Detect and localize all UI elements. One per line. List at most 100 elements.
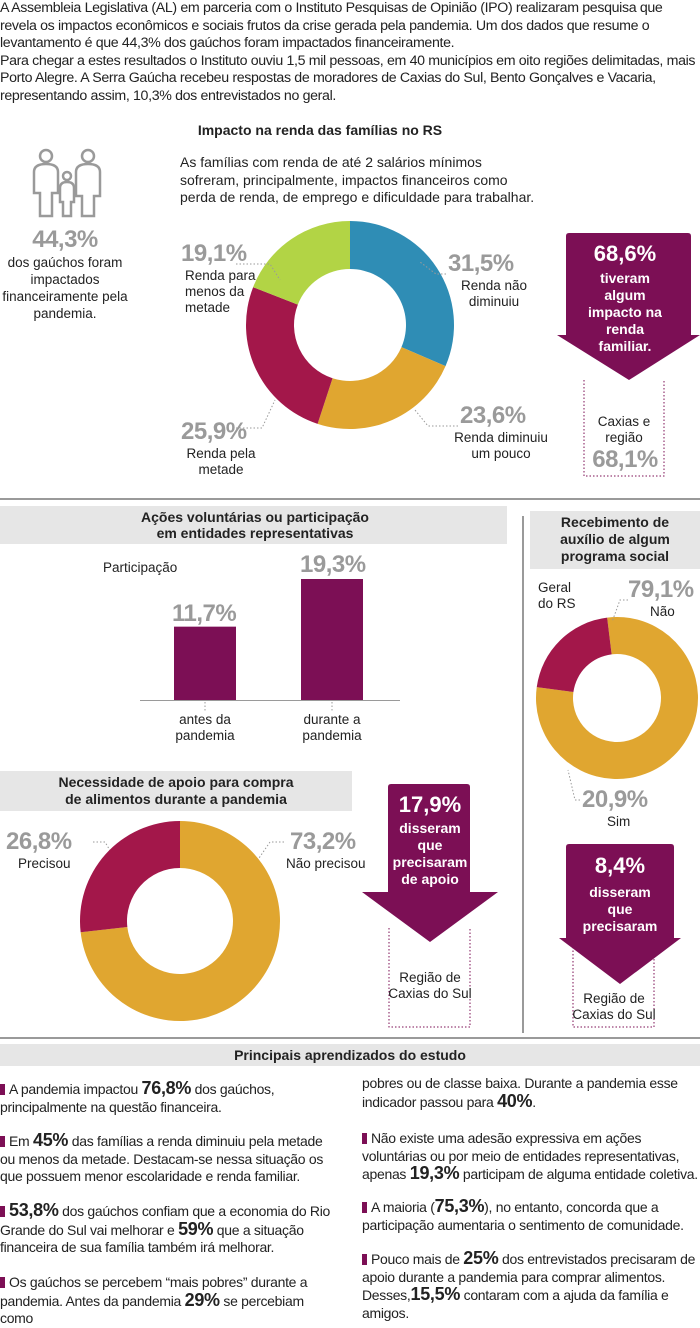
aprendizado-2-text-b: das famílias a renda diminuiu pela metad… <box>0 1133 324 1184</box>
alimentos-slice-precisou-value: 26,8% <box>6 828 72 855</box>
alimentos-title-band <box>0 771 352 811</box>
aprendizado-3: 53,8% dos gaúchos confiam que a economia… <box>0 1201 330 1257</box>
auxilio-title-line-2: auxílio de algum <box>560 531 670 547</box>
bar-1-category-line-2: pandemia <box>175 728 235 743</box>
bullet-square-icon <box>0 1084 5 1095</box>
alimentos-region-box <box>388 928 471 1028</box>
renda-slice-2-value: 23,6% <box>460 402 526 429</box>
alimentos-slice-precisou-label: Precisou <box>18 856 71 871</box>
auxilio-title-line-3: programa social <box>560 548 670 564</box>
auxilio-title-band <box>530 511 700 569</box>
renda-title: Impacto na renda das famílias no RS <box>197 122 443 138</box>
intro-text: A Assembleia Legislativa (AL) em parceri… <box>0 0 698 105</box>
aprendizado-3-number-2: 59% <box>178 1218 214 1239</box>
renda-slice-3-value: 25,9% <box>181 418 247 445</box>
leader-line-25 <box>236 399 276 429</box>
leader-line-19 <box>236 263 281 281</box>
renda-slice-1-label: Renda não diminuiu <box>454 278 534 310</box>
renda-slice-2-label-line-1: Renda diminuiu <box>454 430 548 445</box>
renda-donut-chart <box>245 221 454 429</box>
renda-donut-slice-2 <box>317 347 446 429</box>
intro-paragraph-1: A Assembleia Legislativa (AL) em parceri… <box>0 0 663 51</box>
bullet-square-icon <box>0 1136 5 1147</box>
renda-slice-1-label-line-1: Renda não <box>460 278 528 293</box>
auxilio-donut-chart <box>536 617 698 779</box>
renda-arrow-text: tiveram algum impacto na renda familiar. <box>588 270 662 354</box>
bar-2 <box>301 579 363 700</box>
alimentos-donut-chart <box>80 821 280 1021</box>
aprendizado-8-text-a: Pouco mais de <box>371 1251 464 1267</box>
auxilio-region-label: Região de Caxias do Sul <box>567 991 661 1023</box>
auxilio-donut-slice-2 <box>536 617 612 693</box>
alimentos-title-line-2: de alimentos durante a pandemia <box>65 791 287 807</box>
aprendizado-8-number: 25% <box>463 1248 499 1268</box>
aprendizados-title-band <box>0 1044 700 1066</box>
auxilio-region-line-2: Caxias do Sul <box>572 1007 656 1022</box>
auxilio-geral-label-2: do RS <box>538 596 576 611</box>
aprendizado-6-text-b: participam de alguma entidade coletiva. <box>459 1166 698 1182</box>
leader-line-73 <box>254 841 284 865</box>
aprendizado-8: Pouco mais de 25% dos entrevistados prec… <box>362 1248 700 1322</box>
aprendizado-1: A pandemia impactou 76,8% dos gaúchos, p… <box>0 1078 330 1116</box>
bar-1-value: 11,7% <box>172 600 237 627</box>
aprendizado-7-number: 75,3% <box>434 1196 485 1216</box>
section-divider-1 <box>0 498 700 500</box>
renda-slice-4-label-line-3: metade <box>185 300 231 315</box>
aprendizado-1-number: 76,8% <box>141 1078 192 1098</box>
auxilio-region-box <box>572 940 655 1028</box>
voluntarias-title-band <box>0 506 507 544</box>
bar-2-category: durante a pandemia <box>287 712 377 744</box>
renda-region-label: Caxias e região <box>597 414 651 445</box>
auxilio-slice-sim-value: 20,9% <box>582 786 648 813</box>
alimentos-slice-nao-value: 73,2% <box>290 828 356 855</box>
voluntarias-title-line-2: em entidades representativas <box>156 525 354 541</box>
renda-slice-1-label-line-2: diminuiu <box>468 294 520 309</box>
alimentos-region-line-2: Caxias do Sul <box>388 986 472 1001</box>
renda-side-value: 44,3% <box>32 226 98 253</box>
bullet-square-icon <box>362 1254 367 1265</box>
bar-2-category-line-2: pandemia <box>302 728 362 743</box>
aprendizado-5-text-b: . <box>532 1093 536 1110</box>
alimentos-arrow-text: disseram que precisaram de apoio <box>380 820 480 888</box>
auxilio-arrow-line-3: precisaram <box>582 918 658 934</box>
auxilio-arrow-line-2: que <box>607 901 633 917</box>
auxilio-slice-sim-label: Sim <box>607 814 631 829</box>
bullet-square-icon <box>0 1206 5 1217</box>
alimentos-arrow-shape <box>362 784 498 942</box>
aprendizado-8-number-2: 15,5% <box>410 1284 461 1304</box>
bar-2-value: 19,3% <box>300 551 366 578</box>
renda-side-text: dos gaúchos foram impactados financeiram… <box>2 255 128 321</box>
leader-line-79 <box>611 599 628 623</box>
auxilio-arrow-shape <box>559 844 681 984</box>
aprendizado-6-text-a: Não existe uma adesão expressiva em açõe… <box>362 1130 680 1182</box>
bar-1-category: antes da pandemia <box>160 712 250 744</box>
aprendizado-2-text-a: Em <box>9 1133 33 1149</box>
alimentos-donut-slice-1 <box>80 821 280 1021</box>
renda-region-value: 68,1% <box>592 446 658 473</box>
bar-1 <box>174 626 236 700</box>
leader-line-20 <box>567 769 580 801</box>
bullet-square-icon <box>362 1202 367 1213</box>
aprendizado-5-text-a: pobres ou de classe baixa. Durante a pan… <box>362 1075 678 1110</box>
aprendizado-7: A maioria (75,3%), no entanto, concorda … <box>362 1196 700 1234</box>
auxilio-slice-nao-label: Não <box>650 604 675 619</box>
auxilio-title-line-1: Recebimento de <box>560 514 670 530</box>
renda-region-box <box>583 380 665 477</box>
family-icon <box>32 148 102 218</box>
auxilio-arrow-line-1: disseram <box>589 884 651 900</box>
auxilio-geral-label-1: Geral <box>538 580 572 595</box>
alimentos-arrow-line-2: que <box>417 837 443 853</box>
renda-leader-lines <box>236 261 665 477</box>
renda-donut-slice-1 <box>350 221 454 367</box>
alimentos-region-label: Região de Caxias do Sul <box>383 970 477 1002</box>
voluntarias-bar-chart <box>140 579 400 711</box>
alimentos-slice-nao-label: Não precisou <box>286 856 366 871</box>
renda-slice-2-label: Renda diminuiu um pouco <box>446 430 556 462</box>
aprendizado-8-text-b: contaram com a ajuda da família e amigos… <box>362 1287 669 1321</box>
renda-donut-slice-3 <box>245 287 333 424</box>
aprendizado-1-text-b: dos gaúchos, principalmente na questão f… <box>0 1081 275 1115</box>
alimentos-title-line-1: Necessidade de apoio para compra <box>58 774 294 790</box>
alimentos-arrow-value: 17,9% <box>398 792 462 817</box>
renda-slice-3-label-line-1: Renda pela <box>186 446 256 461</box>
voluntarias-series-label: Participação <box>103 560 178 575</box>
